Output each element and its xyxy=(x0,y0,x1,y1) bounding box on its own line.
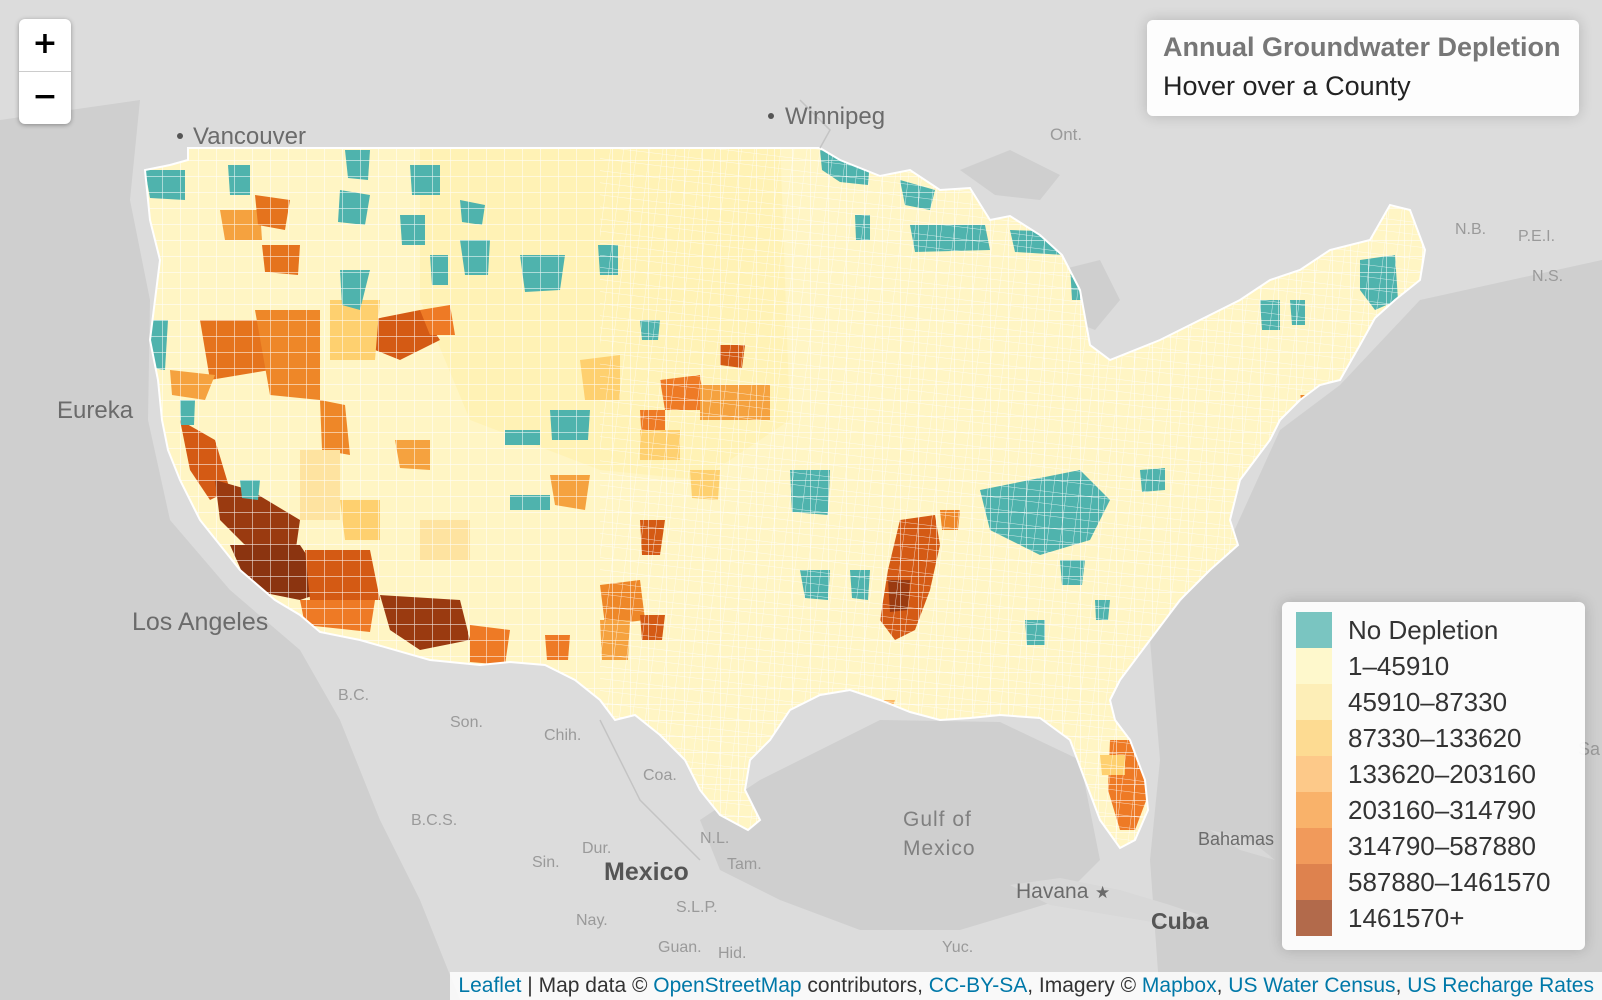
legend-row-7: 587880–1461570 xyxy=(1296,864,1569,900)
legend-swatch xyxy=(1296,828,1332,864)
legend-label: 87330–133620 xyxy=(1348,722,1522,753)
place-label-new-brunswick: N.B. xyxy=(1455,221,1486,238)
place-label-eureka: Eureka xyxy=(57,397,134,424)
legend-label: 1–45910 xyxy=(1348,650,1450,681)
legend-row-no-depletion: No Depletion xyxy=(1296,612,1569,648)
place-label-gulf-of: Gulf of xyxy=(903,808,972,831)
gulf-of-mexico-water xyxy=(700,720,1100,930)
place-label-cuba: Cuba xyxy=(1151,908,1209,934)
recharge-rates-link[interactable]: US Recharge Rates xyxy=(1407,974,1594,997)
winnipeg-dot xyxy=(768,113,774,119)
place-label-hidalgo: Hid. xyxy=(718,945,746,962)
legend: No Depletion 1–45910 45910–87330 87330–1… xyxy=(1282,602,1585,950)
lake-superior xyxy=(960,150,1060,200)
attribution-text: , xyxy=(1216,974,1229,997)
legend-row-4: 133620–203160 xyxy=(1296,756,1569,792)
place-label-bahamas: Bahamas xyxy=(1198,829,1274,849)
place-label-vancouver: Vancouver xyxy=(193,123,306,150)
place-label-baja-california: B.C. xyxy=(338,687,369,704)
place-label-nuevo-leon: N.L. xyxy=(700,830,729,847)
legend-row-2: 45910–87330 xyxy=(1296,684,1569,720)
place-label-guanajuato: Guan. xyxy=(658,939,702,956)
mapbox-link[interactable]: Mapbox xyxy=(1141,974,1217,997)
legend-label: 587880–1461570 xyxy=(1348,866,1551,897)
legend-label: 45910–87330 xyxy=(1348,686,1508,717)
place-label-coahuila: Coa. xyxy=(643,767,677,784)
bahamas-land xyxy=(1210,830,1275,860)
legend-label: 133620–203160 xyxy=(1348,758,1536,789)
legend-swatch xyxy=(1296,720,1332,756)
place-labels: Vancouver Winnipeg Eureka Los Angeles On… xyxy=(57,103,1601,962)
place-label-pei: P.E.I. xyxy=(1518,228,1555,245)
attribution-text: , Imagery © xyxy=(1027,974,1142,997)
legend-label: 203160–314790 xyxy=(1348,794,1536,825)
legend-swatch xyxy=(1296,612,1332,648)
place-label-durango: Dur. xyxy=(582,840,611,857)
zoom-out-button[interactable]: − xyxy=(19,71,71,124)
cuba-land xyxy=(1010,878,1200,925)
leaflet-link[interactable]: Leaflet xyxy=(458,974,522,997)
info-hover-hint: Hover over a County xyxy=(1163,71,1411,101)
info-panel: Annual Groundwater Depletion Hover over … xyxy=(1147,20,1579,116)
legend-row-5: 203160–314790 xyxy=(1296,792,1569,828)
place-label-nayarit: Nay. xyxy=(576,912,608,929)
pacific-ocean xyxy=(0,100,460,1000)
place-label-ontario: Ont. xyxy=(1050,125,1082,144)
legend-swatch xyxy=(1296,792,1332,828)
zoom-in-button[interactable]: + xyxy=(32,26,58,61)
legend-swatch xyxy=(1296,900,1332,936)
legend-row-3: 87330–133620 xyxy=(1296,720,1569,756)
osm-link[interactable]: OpenStreetMap xyxy=(653,974,802,997)
legend-swatch xyxy=(1296,864,1332,900)
attribution: Leaflet | Map data © OpenStreetMap contr… xyxy=(450,972,1602,1000)
place-label-havana: Havana xyxy=(1016,880,1089,903)
place-label-tamaulipas: Tam. xyxy=(727,856,762,873)
place-label-mexico-country: Mexico xyxy=(604,858,689,886)
place-label-nova-scotia: N.S. xyxy=(1532,268,1563,285)
place-label-los-angeles: Los Angeles xyxy=(132,608,268,636)
legend-swatch xyxy=(1296,648,1332,684)
legend-label: 1461570+ xyxy=(1348,902,1465,933)
legend-swatch xyxy=(1296,684,1332,720)
province-border xyxy=(799,99,831,149)
legend-swatch xyxy=(1296,756,1332,792)
water-census-link[interactable]: US Water Census xyxy=(1228,974,1396,997)
vancouver-dot xyxy=(177,133,183,139)
legend-row-8: 1461570+ xyxy=(1296,900,1569,936)
legend-row-6: 314790–587880 xyxy=(1296,828,1569,864)
place-label-san-luis-potosi: S.L.P. xyxy=(676,899,718,916)
place-label-baja-california-sur: B.C.S. xyxy=(411,812,457,829)
place-label-chihuahua: Chih. xyxy=(544,727,581,744)
zoom-control: + − xyxy=(19,19,71,124)
havana-star: ★ xyxy=(1095,883,1110,902)
info-title: Annual Groundwater Depletion xyxy=(1163,32,1561,62)
legend-label: No Depletion xyxy=(1348,614,1499,645)
place-label-gulf-mexico: Mexico xyxy=(903,837,976,860)
place-label-yucatan: Yuc. xyxy=(942,939,973,956)
place-label-sinaloa: Sin. xyxy=(532,854,560,871)
place-label-sonora: Son. xyxy=(450,714,483,731)
attribution-text: , xyxy=(1395,974,1408,997)
place-label-winnipeg: Winnipeg xyxy=(785,103,885,130)
attribution-text: | Map data © xyxy=(521,974,654,997)
license-link[interactable]: CC-BY-SA xyxy=(928,974,1028,997)
legend-label: 314790–587880 xyxy=(1348,830,1536,861)
attribution-text: contributors, xyxy=(801,974,929,997)
legend-row-1: 1–45910 xyxy=(1296,648,1569,684)
state-border-mexico xyxy=(599,719,701,861)
